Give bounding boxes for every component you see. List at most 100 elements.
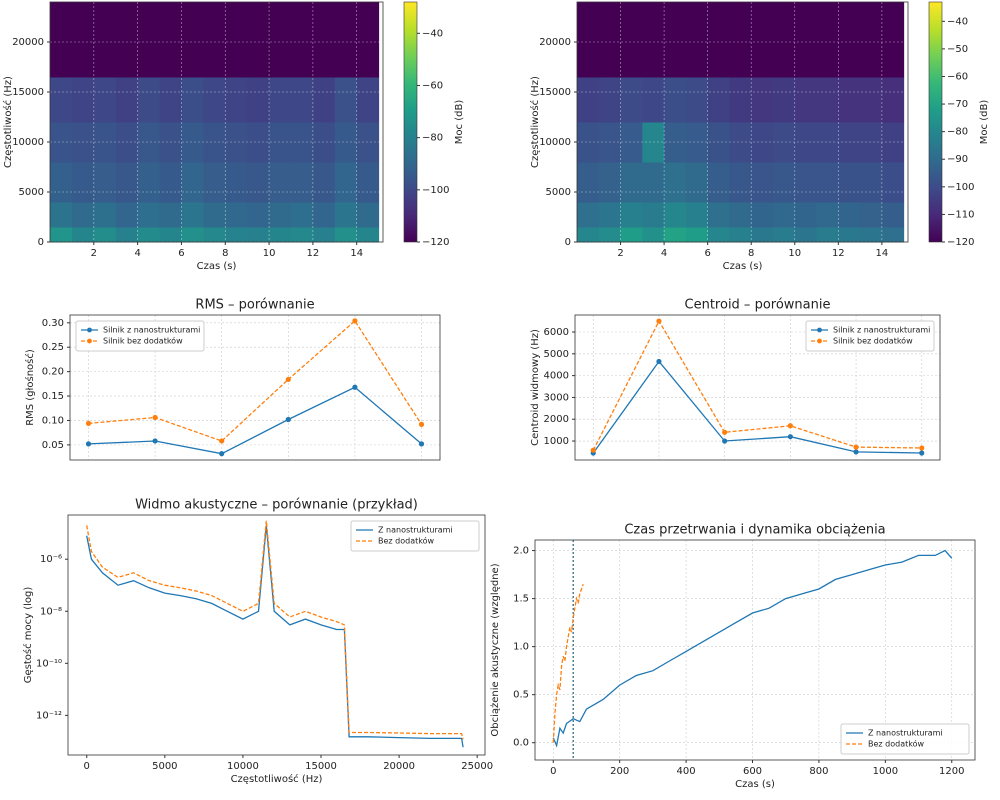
spectrogram-cell <box>707 77 730 123</box>
spectrogram-cell <box>642 227 665 243</box>
spectrogram-cell <box>838 2 861 78</box>
spectrogram-cell <box>577 2 600 78</box>
spectrogram-cell <box>772 202 796 228</box>
spectrogram-cell <box>312 2 336 78</box>
y-tick-label: 1.5 <box>513 594 529 605</box>
spectrogram-cell <box>577 77 600 123</box>
colorbar-tick-label: −70 <box>947 99 968 110</box>
data-point <box>853 444 859 450</box>
spectrogram-cell <box>860 122 883 163</box>
colorbar-tick-label: −60 <box>947 71 968 82</box>
spectrogram-cell <box>729 227 752 243</box>
legend-label: Silnik bez dodatków <box>103 336 183 346</box>
y-axis-label: Centroid widmowy (Hz) <box>530 329 541 446</box>
spectrogram-cell <box>707 162 730 203</box>
legend-label: Silnik bez dodatków <box>833 336 913 346</box>
spectrogram-cell <box>334 2 358 78</box>
spectrogram-cell <box>290 77 314 123</box>
data-point <box>285 376 291 383</box>
data-point <box>787 423 793 429</box>
spectrogram-cell <box>816 227 839 243</box>
y-tick-label: 5000 <box>19 187 44 198</box>
y-tick-label: 15000 <box>12 87 44 98</box>
spectrogram-cell <box>159 162 182 203</box>
legend-label: Silnik z nanostrukturami <box>833 326 930 335</box>
spectrogram-cell <box>115 162 139 203</box>
spectrogram-cell <box>751 202 774 228</box>
data-point <box>722 438 728 444</box>
x-tick-label: 14 <box>350 248 363 259</box>
y-tick-label: 1.0 <box>513 642 529 653</box>
spectrogram-cell <box>312 77 336 123</box>
y-tick-label: 20000 <box>12 37 44 48</box>
y-tick-label: 5000 <box>546 187 571 198</box>
x-tick-label: 0 <box>550 766 556 777</box>
x-tick-label: 8 <box>748 248 754 259</box>
spectrogram-cell <box>71 227 95 243</box>
colorbar-tick-label: −120 <box>422 237 449 248</box>
x-tick-label: 6 <box>178 248 184 259</box>
spectrogram-cell <box>838 202 861 228</box>
spectrogram-cell <box>838 227 861 243</box>
legend-label: Bez dodatków <box>868 739 924 749</box>
legend-label: Z nanostrukturami <box>868 729 943 738</box>
y-tick-label: 0.10 <box>42 415 64 426</box>
spectrogram-cell <box>225 122 248 163</box>
data-point <box>352 318 358 324</box>
y-tick-label: 3000 <box>544 392 569 403</box>
colorbar-label: Moc (dB) <box>979 100 990 145</box>
x-tick-label: 12 <box>832 248 845 259</box>
spectrogram-cell <box>577 227 600 243</box>
spectrogram-cell <box>881 2 905 78</box>
x-tick-label: 2 <box>91 248 97 259</box>
spectrogram-cell <box>598 227 622 243</box>
y-axis-label: Obciążenie akustyczne (względne) <box>490 563 501 736</box>
spectrogram-cell <box>137 202 161 228</box>
y-tick-label: 0.0 <box>513 738 529 749</box>
spectrogram-cell <box>356 162 380 203</box>
colorbar-tick-label: −100 <box>947 182 974 193</box>
spectrogram-cell <box>794 2 818 78</box>
data-point <box>152 438 158 444</box>
spectrogram-cell <box>881 227 905 243</box>
data-point <box>919 450 925 456</box>
y-tick-label: 0 <box>565 237 571 248</box>
spectrogram-cell <box>225 227 248 243</box>
spectrogram-cell <box>685 202 709 228</box>
spectrogram-cell <box>356 77 380 123</box>
x-axis-label: Czas (s) <box>735 779 775 790</box>
x-tick-label: 10 <box>788 248 801 259</box>
spectrogram-cell <box>334 162 358 203</box>
y-tick-label: 10⁻¹⁰ <box>36 658 62 669</box>
spectrogram-cell <box>664 122 687 163</box>
y-tick-label: 2000 <box>544 414 569 425</box>
data-point <box>352 384 358 390</box>
spectrogram-cell <box>181 202 204 228</box>
data-point <box>85 441 92 447</box>
y-tick-label: 10⁻¹² <box>36 710 62 721</box>
spectrogram-cell <box>794 162 818 203</box>
y-tick-label: 0.5 <box>513 690 529 701</box>
spectrogram-cell <box>881 202 905 228</box>
spectrogram-cell <box>225 77 248 123</box>
spectrogram-cell <box>115 2 139 78</box>
chart-title: Widmo akustyczne – porównanie (przykład) <box>135 498 418 513</box>
spectrogram-cell <box>685 77 709 123</box>
spectrogram-cell <box>225 2 248 78</box>
colorbar-label: Moc (dB) <box>454 100 465 145</box>
x-tick-label: 1200 <box>939 766 964 777</box>
y-tick-label: 0.20 <box>42 367 64 378</box>
y-tick-label: 10⁻⁸ <box>40 606 62 617</box>
spectrogram-cell <box>356 227 380 243</box>
spectrogram-cell <box>137 162 161 203</box>
x-axis-label: Czas (s) <box>197 261 237 272</box>
x-tick-label: 12 <box>307 248 320 259</box>
legend-marker <box>87 338 92 344</box>
spectrogram-cell <box>751 227 774 243</box>
spectrogram-cell <box>269 202 292 228</box>
spectrogram-cell <box>642 202 665 228</box>
x-tick-label: 4 <box>134 248 140 259</box>
series-line <box>86 520 464 740</box>
spectrogram-cell <box>312 227 336 243</box>
y-tick-label: 4000 <box>544 371 569 382</box>
